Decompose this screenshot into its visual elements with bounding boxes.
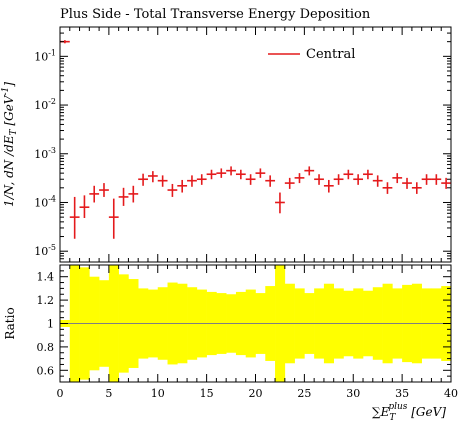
x-tick-label: 10 [151,387,165,400]
main-x-ticks [59,27,452,262]
main-plot-frame [59,26,452,263]
x-tick-label: 30 [346,387,360,400]
ylabel-part: ] [2,82,16,88]
ylabel-part: [GeV [2,94,16,129]
ylabel-part: /d [2,144,16,160]
xlabel-part: T [389,413,396,422]
y-tick-label: 10-3 [34,146,56,161]
ratio-y-axis-label: Ratio [3,307,17,339]
y-tick-exponent: -2 [48,97,56,106]
x-tick-label: 35 [395,387,409,400]
y-tick-exponent: -4 [48,194,56,203]
ylabel-part: 1/ [2,193,16,207]
ylabel-part: , d [2,170,16,186]
xlabel-part: [GeV] [407,405,446,419]
ratio-y-tick-label: 1.2 [37,294,55,307]
x-tick-label: 0 [57,387,64,400]
x-tick-label: 20 [249,387,263,400]
x-tick-label: 5 [105,387,112,400]
main-data-points [60,40,451,239]
y-tick-exponent: -1 [48,48,56,57]
xlabel-part: E [380,405,390,419]
y-tick-base: 10 [34,99,48,112]
y-tick-label: 10-1 [34,48,56,63]
ylabel-part: N [2,159,16,171]
ylabel-part: T [9,128,19,135]
ylabel-part: N [2,184,16,196]
x-tick-label: 15 [200,387,214,400]
chart-title: Plus Side - Total Transverse Energy Depo… [60,7,371,22]
main-y-axis: 10-110-210-310-410-5 [34,26,451,263]
xlabel-part: plus [388,402,407,412]
ratio-y-tick-label: 1.4 [37,271,55,284]
x-axis-label: ∑ETplus [GeV] [372,402,446,422]
x-tick-label: 25 [297,387,311,400]
y-tick-label: 10-4 [34,194,56,209]
ratio-x-axis: 0 5 10 15 20 25 30 35 40 [57,265,458,400]
ratio-y-tick-label: 0.8 [37,341,55,354]
ratio-y-axis: 0.6 0.8 1 1.2 1.4 [37,264,451,383]
ratio-y-tick-label: 1 [47,318,54,331]
y-tick-exponent: -5 [48,243,56,252]
y-tick-label: 10-5 [34,243,56,258]
ratio-y-tick-label: 0.6 [37,364,55,377]
y-tick-exponent: -3 [48,146,56,155]
y-tick-base: 10 [34,196,48,209]
legend-label-central: Central [306,47,355,62]
ratio-panel: 0.6 0.8 1 1.2 1.4 0 5 10 15 20 25 30 35 40 Ratio ∑ET… [3,264,458,422]
y-tick-base: 10 [34,245,48,258]
ylabel-part: E [2,135,16,145]
x-tick-label: 40 [444,387,458,400]
xlabel-part: ∑ [372,405,381,419]
ylabel-part: -1 [1,87,11,96]
y-tick-base: 10 [34,148,48,161]
legend: Central [268,47,355,62]
main-y-axis-label: 1/N, dN /dET [GeV-1] [1,82,19,207]
main-panel: 10-110-210-310-410-5 1/N, dN /dET [GeV-1… [1,26,452,263]
y-tick-base: 10 [34,50,48,63]
y-tick-label: 10-2 [34,97,56,112]
